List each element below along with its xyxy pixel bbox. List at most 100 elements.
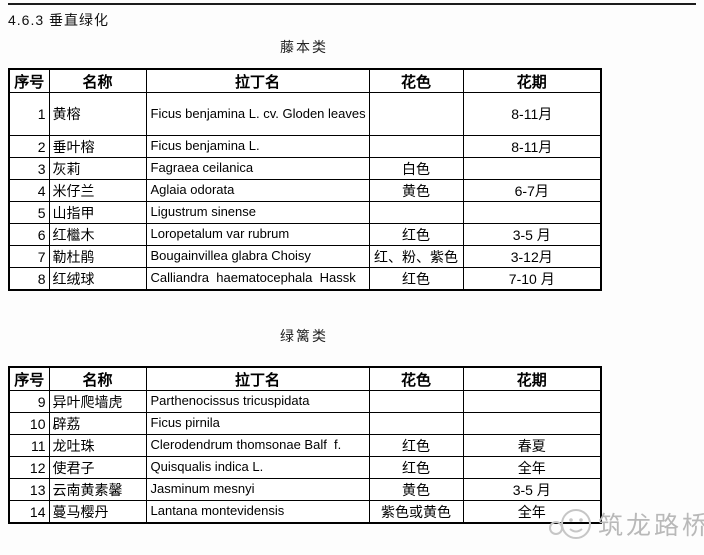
- cell-no: 11: [8, 434, 50, 457]
- column-header: 花期: [462, 366, 602, 391]
- column-header: 拉丁名: [145, 366, 370, 391]
- section-heading: 4.6.3 垂直绿化: [8, 12, 110, 28]
- cell-no: 7: [8, 245, 50, 268]
- column-header: 名称: [48, 366, 147, 391]
- cell-period: 春夏: [462, 434, 602, 457]
- cell-latin: Calliandra haematocephala Hassk: [145, 267, 370, 291]
- cell-latin: Bougainvillea glabra Choisy: [145, 245, 370, 268]
- cell-period: [462, 201, 602, 224]
- cell-latin: Ficus pirnila: [145, 412, 370, 435]
- cell-period: 6-7月: [462, 179, 602, 202]
- column-header: 花色: [368, 366, 464, 391]
- table-caption-hedges: 绿篱类: [280, 328, 328, 344]
- cell-no: 13: [8, 478, 50, 501]
- column-header: 拉丁名: [145, 68, 370, 93]
- cell-name: 蔓马樱丹: [48, 500, 147, 524]
- cell-name: 垂叶榕: [48, 135, 147, 158]
- table-row: 5 山指甲 Ligustrum sinense: [8, 201, 602, 224]
- table-header-row: 序号 名称 拉丁名 花色 花期: [8, 68, 602, 93]
- hedges-table: 序号 名称 拉丁名 花色 花期 9 异叶爬墙虎 Parthenocissus tricuspi…: [8, 366, 602, 524]
- cell-name: 辟荔: [48, 412, 147, 435]
- cell-period: 3-5 月: [462, 478, 602, 501]
- table-row: 12 使君子 Quisqualis indica L. 红色 全年: [8, 456, 602, 479]
- cell-color: [368, 92, 464, 136]
- cell-period: [462, 412, 602, 435]
- table-row: 9 异叶爬墙虎 Parthenocissus tricuspidata: [8, 390, 602, 413]
- table-row: 6 红檵木 Loropetalum var rubrum 红色 3-5 月: [8, 223, 602, 246]
- cell-color: 红色: [368, 223, 464, 246]
- cell-no: 12: [8, 456, 50, 479]
- vines-table: 序号 名称 拉丁名 花色 花期 1 黄榕 Ficus benjamina L. cv. Glo…: [8, 68, 602, 291]
- cell-latin: Jasminum mesnyi: [145, 478, 370, 501]
- cell-period: 8-11月: [462, 135, 602, 158]
- cell-latin: Fagraea ceilanica: [145, 157, 370, 180]
- cell-color: 白色: [368, 157, 464, 180]
- cell-name: 勒杜鹃: [48, 245, 147, 268]
- cell-latin: Clerodendrum thomsonae Balf f.: [145, 434, 370, 457]
- column-header: 序号: [8, 366, 50, 391]
- cell-no: 9: [8, 390, 50, 413]
- cell-latin: Ficus benjamina L. cv. Gloden leaves: [145, 92, 370, 136]
- cell-no: 1: [8, 92, 50, 136]
- cell-no: 3: [8, 157, 50, 180]
- cell-period: 8-11月: [462, 92, 602, 136]
- cell-latin: Quisqualis indica L.: [145, 456, 370, 479]
- table-row: 10 辟荔 Ficus pirnila: [8, 412, 602, 435]
- cell-color: 黄色: [368, 179, 464, 202]
- cell-name: 灰莉: [48, 157, 147, 180]
- watermark: 筑龙路桥: [546, 502, 704, 546]
- cell-period: 3-12月: [462, 245, 602, 268]
- watermark-text: 筑龙路桥: [598, 512, 704, 540]
- cell-name: 云南黄素馨: [48, 478, 147, 501]
- cell-name: 黄榕: [48, 92, 147, 136]
- table-row: 1 黄榕 Ficus benjamina L. cv. Gloden leaves 8…: [8, 92, 602, 136]
- column-header: 名称: [48, 68, 147, 93]
- cell-color: 红色: [368, 434, 464, 457]
- table-caption-vines: 藤本类: [280, 39, 328, 55]
- cell-no: 14: [8, 500, 50, 524]
- cell-no: 5: [8, 201, 50, 224]
- cell-name: 米仔兰: [48, 179, 147, 202]
- column-header: 花色: [368, 68, 464, 93]
- cell-period: [462, 157, 602, 180]
- cell-period: [462, 390, 602, 413]
- cell-color: 红、粉、紫色: [368, 245, 464, 268]
- table-row: 11 龙吐珠 Clerodendrum thomsonae Balf f. 红色 春夏: [8, 434, 602, 457]
- cell-no: 2: [8, 135, 50, 158]
- cell-latin: Loropetalum var rubrum: [145, 223, 370, 246]
- cell-latin: Ficus benjamina L.: [145, 135, 370, 158]
- cell-period: 全年: [462, 500, 602, 524]
- cell-name: 红檵木: [48, 223, 147, 246]
- cell-color: 紫色或黄色: [368, 500, 464, 524]
- cell-no: 10: [8, 412, 50, 435]
- table-row: 13 云南黄素馨 Jasminum mesnyi 黄色 3-5 月: [8, 478, 602, 501]
- table-row: 14 蔓马樱丹 Lantana montevidensis 紫色或黄色 全年: [8, 500, 602, 524]
- cell-name: 使君子: [48, 456, 147, 479]
- cell-name: 龙吐珠: [48, 434, 147, 457]
- cell-latin: Aglaia odorata: [145, 179, 370, 202]
- table-row: 3 灰莉 Fagraea ceilanica 白色: [8, 157, 602, 180]
- cell-color: 黄色: [368, 478, 464, 501]
- cell-color: [368, 390, 464, 413]
- cell-latin: Parthenocissus tricuspidata: [145, 390, 370, 413]
- cell-no: 8: [8, 267, 50, 291]
- cell-color: [368, 201, 464, 224]
- table-header-row: 序号 名称 拉丁名 花色 花期: [8, 366, 602, 391]
- cell-period: 3-5 月: [462, 223, 602, 246]
- cell-name: 红绒球: [48, 267, 147, 291]
- cell-no: 4: [8, 179, 50, 202]
- table-row: 4 米仔兰 Aglaia odorata 黄色 6-7月: [8, 179, 602, 202]
- table-row: 7 勒杜鹃 Bougainvillea glabra Choisy 红、粉、紫色 3-1…: [8, 245, 602, 268]
- cell-latin: Lantana montevidensis: [145, 500, 370, 524]
- zhulong-logo-icon: [549, 509, 591, 539]
- cell-color: 红色: [368, 267, 464, 291]
- cell-latin: Ligustrum sinense: [145, 201, 370, 224]
- cell-color: [368, 135, 464, 158]
- table-row: 8 红绒球 Calliandra haematocephala Hassk 红色 7-1…: [8, 267, 602, 291]
- column-header: 花期: [462, 68, 602, 93]
- cell-period: 全年: [462, 456, 602, 479]
- column-header: 序号: [8, 68, 50, 93]
- cell-name: 异叶爬墙虎: [48, 390, 147, 413]
- table-row: 2 垂叶榕 Ficus benjamina L. 8-11月: [8, 135, 602, 158]
- cell-period: 7-10 月: [462, 267, 602, 291]
